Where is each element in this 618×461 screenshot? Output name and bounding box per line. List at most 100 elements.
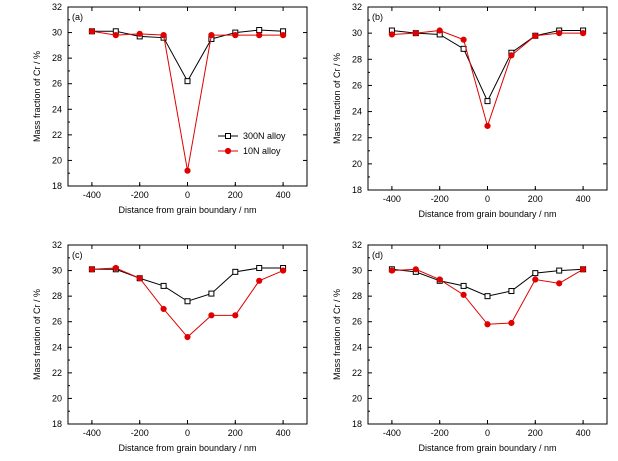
data-point-10n <box>412 30 419 37</box>
y-tick-label: 24 <box>352 107 362 117</box>
data-point-10n <box>280 267 287 274</box>
data-point-10n <box>436 27 443 34</box>
y-tick-label: 32 <box>52 240 62 250</box>
chart-panel-b: -400 -200 0 200 400 18 20 22 24 26 28 30 32 Distance … <box>332 2 608 219</box>
y-tick-label: 18 <box>352 419 362 429</box>
y-tick-label: 20 <box>52 393 62 403</box>
y-axis-label: Mass fraction of Cr / % <box>332 53 342 144</box>
x-tick-label: 0 <box>185 190 190 200</box>
panel-label: (b) <box>372 12 383 22</box>
y-tick-label: 18 <box>52 181 62 191</box>
x-tick-label: 200 <box>228 428 243 438</box>
y-tick-label: 24 <box>352 342 362 352</box>
legend-marker-10n <box>224 147 232 155</box>
x-tick-label: 200 <box>228 190 243 200</box>
data-point-10n <box>136 30 143 37</box>
x-tick-label: 0 <box>485 428 490 438</box>
y-tick-label: 22 <box>52 368 62 378</box>
data-point-10n <box>532 276 539 283</box>
data-point-10n <box>232 32 239 39</box>
data-point-10n <box>256 277 263 284</box>
y-tick-label: 30 <box>52 266 62 276</box>
data-point-10n <box>580 266 587 273</box>
data-point-10n <box>88 28 96 35</box>
y-tick-label: 28 <box>352 54 362 64</box>
x-tick-label: 400 <box>276 190 291 200</box>
data-point-10n <box>508 52 515 59</box>
data-point-10n <box>136 275 143 282</box>
plot-frame <box>67 6 308 187</box>
legend-label-10n: 10N alloy <box>243 146 281 156</box>
x-tick-label: -400 <box>83 190 101 200</box>
y-tick-label: 28 <box>352 291 362 301</box>
legend: 300N alloy 10N alloy <box>218 131 286 156</box>
data-point-10n <box>532 32 539 39</box>
data-point-10n <box>256 32 263 39</box>
y-tick-label: 26 <box>52 317 62 327</box>
y-tick-label: 26 <box>352 317 362 327</box>
y-axis-label: Mass fraction of Cr / % <box>332 289 342 380</box>
data-point-10n <box>112 264 119 272</box>
data-point-10n <box>388 267 395 274</box>
y-tick-label: 26 <box>352 80 362 90</box>
data-point-300n <box>184 78 191 85</box>
y-tick-label: 32 <box>52 2 62 12</box>
data-point-10n <box>184 333 191 341</box>
series-line-10n <box>391 30 584 128</box>
data-point-10n <box>556 30 563 37</box>
x-tick-label: -200 <box>431 428 449 438</box>
x-tick-label: -200 <box>131 428 149 438</box>
x-tick-label: -200 <box>431 194 449 204</box>
data-point-300n <box>460 282 467 289</box>
y-tick-label: 22 <box>52 130 62 140</box>
series-line-300n <box>91 267 284 302</box>
y-tick-label: 30 <box>52 28 62 38</box>
x-tick-label: -400 <box>383 194 401 204</box>
data-point-300n <box>484 98 491 105</box>
data-point-10n <box>460 36 467 43</box>
x-tick-label: 400 <box>276 428 291 438</box>
data-point-300n <box>160 282 167 289</box>
x-tick-label: -400 <box>383 428 401 438</box>
data-point-300n <box>208 290 215 297</box>
data-point-300n <box>484 293 491 300</box>
y-tick-label: 28 <box>52 53 62 63</box>
data-point-300n <box>256 27 263 34</box>
y-tick-label: 32 <box>352 2 362 12</box>
data-point-300n <box>556 267 563 274</box>
chart-panel-d: -400 -200 0 200 400 18 20 22 24 26 28 30 32 Distance … <box>332 240 608 453</box>
chart-panel-a: -400 -200 0 200 400 18 20 22 24 26 28 30 32 Distance … <box>32 2 308 215</box>
panel-label: (d) <box>372 250 383 260</box>
x-tick-label: -200 <box>131 190 149 200</box>
data-point-10n <box>208 32 215 39</box>
series-line-300n <box>391 30 584 103</box>
x-tick-label: -400 <box>83 428 101 438</box>
data-point-10n <box>412 266 419 273</box>
data-point-300n <box>184 298 191 305</box>
x-tick-label: 0 <box>185 428 190 438</box>
series-line-300n <box>91 29 284 83</box>
y-tick-label: 22 <box>352 133 362 143</box>
data-point-10n <box>388 31 395 38</box>
data-point-10n <box>280 32 287 39</box>
y-axis-label: Mass fraction of Cr / % <box>32 289 42 380</box>
plot-frame <box>367 244 608 425</box>
data-point-300n <box>532 270 539 277</box>
x-tick-label: 200 <box>528 194 543 204</box>
x-axis-label: Distance from grain boundary / nm <box>118 443 256 453</box>
y-tick-label: 30 <box>352 266 362 276</box>
data-point-10n <box>232 312 239 319</box>
y-tick-label: 20 <box>52 155 62 165</box>
data-point-10n <box>460 291 467 298</box>
y-tick-label: 18 <box>52 419 62 429</box>
panel-label: (c) <box>72 250 83 260</box>
y-tick-label: 18 <box>352 185 362 195</box>
panel-label: (a) <box>72 12 83 22</box>
data-point-10n <box>508 319 515 327</box>
y-tick-label: 24 <box>52 342 62 352</box>
x-tick-label: 400 <box>576 428 591 438</box>
x-tick-label: 0 <box>485 194 490 204</box>
data-point-10n <box>88 266 96 273</box>
data-point-300n <box>508 288 515 295</box>
